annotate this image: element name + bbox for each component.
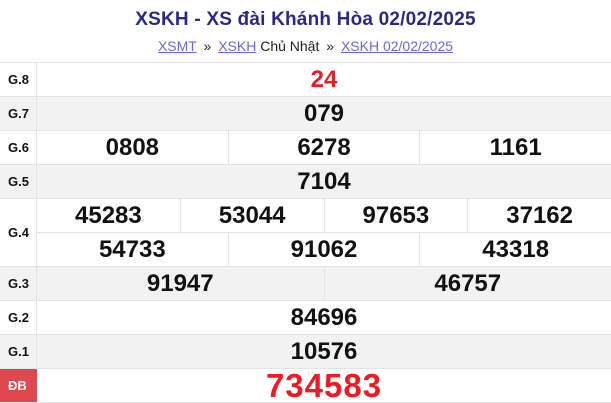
prize-value: 84696 bbox=[290, 303, 358, 331]
prize-value: 91062 bbox=[227, 233, 420, 266]
prize-row-g2: G.2 84696 bbox=[0, 301, 611, 335]
prize-row-g8: G.8 24 bbox=[0, 63, 611, 97]
breadcrumb: XSMT » XSKH Chủ Nhật » XSKH 02/02/2025 bbox=[0, 38, 611, 54]
breadcrumb-separator: » bbox=[326, 38, 335, 54]
prize-value: 46757 bbox=[323, 267, 611, 300]
prize-value: 43318 bbox=[419, 233, 611, 266]
prize-value: 10576 bbox=[290, 337, 358, 365]
breadcrumb-link-date[interactable]: XSKH 02/02/2025 bbox=[340, 38, 454, 54]
prize-value: 0808 bbox=[105, 133, 160, 161]
prize-row-g6: G.6 0808 6278 1161 bbox=[0, 131, 611, 165]
prize-value: 91947 bbox=[146, 269, 214, 297]
prize-value: 97653 bbox=[323, 199, 468, 232]
prize-value: 53044 bbox=[179, 199, 324, 232]
breadcrumb-separator: » bbox=[203, 38, 212, 54]
prize-label: G.4 bbox=[0, 199, 37, 266]
prize-label: G.5 bbox=[0, 165, 37, 198]
prize-label: G.1 bbox=[0, 335, 37, 368]
prize-value: 24 bbox=[310, 65, 338, 93]
prize-label: G.6 bbox=[0, 131, 37, 164]
prize-value: 079 bbox=[303, 99, 345, 127]
prize-value: 6278 bbox=[227, 131, 420, 164]
prize-value-special: 734583 bbox=[265, 366, 383, 403]
prize-row-g4: G.4 45283 53044 97653 37162 54733 91062 … bbox=[0, 199, 611, 267]
prize-row-g5: G.5 7104 bbox=[0, 165, 611, 199]
prize-label: G.2 bbox=[0, 301, 37, 334]
prize-value: 54733 bbox=[98, 235, 166, 263]
prize-value: 7104 bbox=[297, 167, 351, 195]
page-title: XSKH - XS đài Khánh Hòa 02/02/2025 bbox=[135, 9, 476, 30]
breadcrumb-link-xsmt[interactable]: XSMT bbox=[157, 38, 197, 54]
prize-label: G.3 bbox=[0, 267, 37, 300]
breadcrumb-link-xskh[interactable]: XSKH bbox=[218, 38, 257, 54]
prize-value: 37162 bbox=[467, 199, 611, 232]
breadcrumb-day-label: Chủ Nhật bbox=[260, 38, 320, 54]
prize-value: 45283 bbox=[75, 201, 142, 229]
prize-row-g1: G.1 10576 bbox=[0, 335, 611, 369]
results-table: G.8 24 G.7 079 G.6 0808 6278 1161 G.5 71… bbox=[0, 62, 611, 403]
prize-row-g7: G.7 079 bbox=[0, 97, 611, 131]
prize-value: 1161 bbox=[419, 131, 611, 164]
prize-row-g3: G.3 91947 46757 bbox=[0, 267, 611, 301]
prize-row-db: ĐB 734583 bbox=[0, 366, 611, 403]
prize-label: G.8 bbox=[0, 63, 37, 96]
prize-label-special: ĐB bbox=[0, 369, 37, 402]
prize-label: G.7 bbox=[0, 97, 37, 130]
